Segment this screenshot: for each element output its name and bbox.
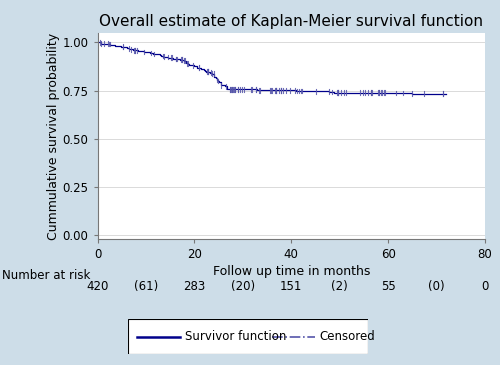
Text: 151: 151 — [280, 280, 302, 293]
Survivor function — [164, 55, 170, 59]
Text: (2): (2) — [332, 280, 348, 293]
Survivor function — [292, 88, 298, 93]
FancyBboxPatch shape — [128, 319, 368, 354]
Survivor function — [408, 91, 414, 96]
Text: 0: 0 — [482, 280, 488, 293]
Text: Censored: Censored — [320, 330, 375, 343]
Text: 420: 420 — [86, 280, 108, 293]
Survivor function — [118, 45, 124, 49]
Text: Number at risk: Number at risk — [2, 269, 91, 282]
Survivor function — [186, 62, 192, 66]
Line: Survivor function: Survivor function — [98, 42, 446, 93]
Survivor function — [207, 70, 213, 75]
Text: 283: 283 — [184, 280, 206, 293]
X-axis label: Follow up time in months: Follow up time in months — [212, 265, 370, 278]
Text: (0): (0) — [428, 280, 445, 293]
Survivor function — [94, 40, 100, 45]
Title: Overall estimate of Kaplan-Meier survival function: Overall estimate of Kaplan-Meier surviva… — [99, 14, 483, 29]
Text: 55: 55 — [381, 280, 396, 293]
Text: Survivor function: Survivor function — [185, 330, 286, 343]
Survivor function — [130, 47, 136, 51]
Text: (61): (61) — [134, 280, 158, 293]
Y-axis label: Cummulative survival probability: Cummulative survival probability — [46, 32, 60, 239]
Text: (20): (20) — [231, 280, 255, 293]
Survivor function — [444, 91, 450, 96]
